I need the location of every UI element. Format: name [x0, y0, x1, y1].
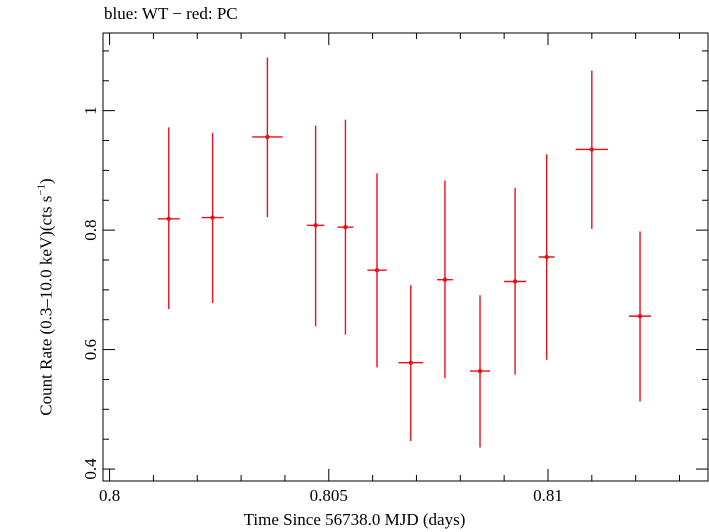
- data-point: [201, 132, 224, 303]
- point-marker: [442, 277, 448, 282]
- point-marker: [637, 313, 643, 319]
- plot-frame: [102, 32, 709, 482]
- point-marker: [210, 215, 215, 220]
- x-tick-label: 0.8: [99, 486, 120, 505]
- y-axis-label-main: Count Rate (0.3–10.0 keV)(cts s: [36, 195, 56, 416]
- x-axis: 0.8 0.805 0.81: [99, 33, 681, 505]
- data-point: [538, 154, 555, 360]
- y-axis-label-exponent: −1: [35, 183, 48, 196]
- data-points: [157, 57, 652, 448]
- y-axis: 0.4 0.6 0.8 1: [81, 50, 708, 480]
- data-point: [157, 127, 180, 309]
- chart-title: blue: WT − red: PC: [104, 4, 238, 23]
- data-point: [306, 125, 325, 327]
- y-tick-label: 1: [81, 106, 100, 115]
- data-point: [629, 231, 652, 402]
- y-axis-label: Count Rate (0.3–10.0 keV)(cts s−1): [36, 178, 57, 415]
- y-axis-label-close: ): [36, 178, 56, 184]
- point-marker: [477, 368, 483, 374]
- data-point: [469, 295, 491, 448]
- data-point: [337, 119, 354, 335]
- x-axis-label: Time Since 56738.0 MJD (days): [243, 510, 466, 529]
- point-marker: [589, 147, 595, 152]
- data-point: [504, 187, 527, 375]
- y-tick-label: 0.6: [81, 339, 100, 360]
- y-tick-label: 0.4: [81, 458, 100, 480]
- point-marker: [512, 279, 518, 284]
- point-marker: [374, 267, 380, 273]
- point-marker: [544, 254, 549, 260]
- x-tick-label: 0.81: [533, 486, 563, 505]
- data-point: [252, 57, 283, 217]
- data-point: [575, 70, 609, 229]
- point-marker: [166, 216, 171, 221]
- data-point: [437, 180, 453, 379]
- point-marker: [343, 224, 348, 230]
- point-marker: [265, 134, 270, 140]
- data-point: [398, 285, 424, 441]
- x-tick-label: 0.805: [310, 486, 348, 505]
- point-marker: [408, 360, 413, 365]
- data-point: [367, 173, 387, 368]
- point-marker: [313, 223, 318, 228]
- y-tick-label: 0.8: [81, 219, 100, 240]
